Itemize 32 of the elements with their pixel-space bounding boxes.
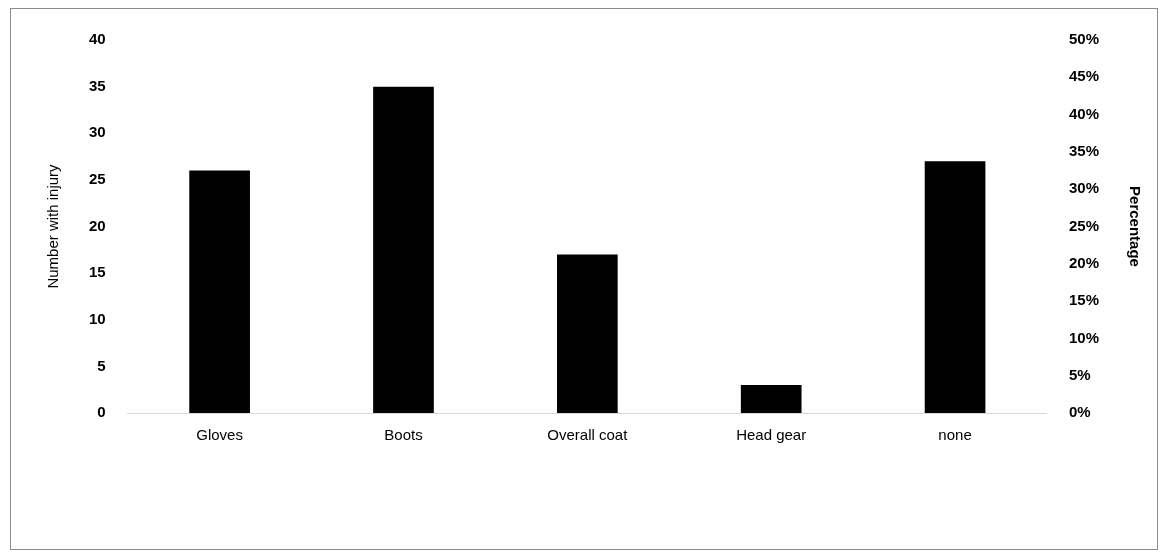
y-tick-label: 30 bbox=[89, 123, 106, 141]
y-tick-label: 20 bbox=[89, 216, 106, 234]
y2-axis-title: Percentage bbox=[1126, 186, 1144, 267]
y2-tick-label: 5% bbox=[1068, 365, 1091, 383]
bar bbox=[924, 161, 986, 413]
y-tick-label: 40 bbox=[89, 30, 106, 48]
x-tick-label: Gloves bbox=[196, 426, 243, 444]
bar bbox=[189, 170, 250, 413]
y-axis-title: Number with injury bbox=[44, 163, 62, 289]
y-tick-label: 10 bbox=[89, 309, 106, 327]
y-tick-label: 35 bbox=[89, 76, 106, 94]
y2-tick-label: 20% bbox=[1068, 253, 1100, 271]
y2-tick-label: 40% bbox=[1068, 104, 1100, 122]
y2-tick-label: 50% bbox=[1068, 30, 1100, 48]
y2-tick-label: 25% bbox=[1068, 216, 1100, 234]
x-tick-label: Overall coat bbox=[547, 426, 629, 444]
y2-tick-label: 0% bbox=[1068, 403, 1091, 421]
x-tick-label: Boots bbox=[384, 426, 423, 444]
y-tick-label: 0 bbox=[97, 403, 106, 421]
bar bbox=[557, 254, 618, 413]
y-tick-label: 5 bbox=[97, 356, 106, 374]
bar bbox=[373, 86, 434, 413]
y2-tick-label: 10% bbox=[1068, 328, 1100, 346]
y-tick-label: 25 bbox=[89, 170, 106, 188]
y2-tick-label: 45% bbox=[1068, 67, 1100, 85]
y2-tick-label: 35% bbox=[1068, 142, 1100, 160]
x-tick-label: Head gear bbox=[736, 426, 807, 444]
y2-tick-label: 15% bbox=[1068, 291, 1100, 309]
y2-tick-label: 30% bbox=[1068, 179, 1100, 197]
bar bbox=[740, 385, 802, 413]
y-tick-label: 15 bbox=[89, 263, 106, 281]
x-tick-label: none bbox=[938, 426, 972, 444]
